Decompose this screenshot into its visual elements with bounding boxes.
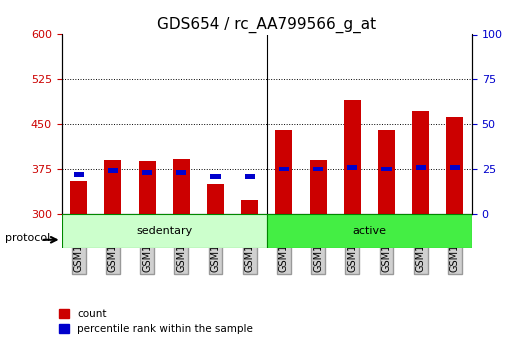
- FancyBboxPatch shape: [267, 214, 472, 248]
- Bar: [142, 170, 152, 175]
- Bar: [378, 130, 395, 214]
- Bar: [241, 200, 258, 214]
- Legend: count, percentile rank within the sample: count, percentile rank within the sample: [56, 306, 255, 336]
- Bar: [347, 165, 358, 170]
- Bar: [416, 165, 426, 170]
- Bar: [207, 184, 224, 214]
- Bar: [381, 167, 391, 171]
- Bar: [245, 174, 255, 179]
- Bar: [313, 167, 323, 171]
- Bar: [210, 174, 221, 179]
- Bar: [279, 167, 289, 171]
- Bar: [309, 160, 327, 214]
- Bar: [412, 111, 429, 214]
- Bar: [173, 159, 190, 214]
- Bar: [450, 165, 460, 170]
- Text: protocol: protocol: [5, 233, 50, 243]
- Text: active: active: [352, 226, 386, 236]
- Bar: [139, 161, 155, 214]
- Text: sedentary: sedentary: [136, 226, 192, 236]
- Bar: [176, 170, 186, 175]
- Bar: [108, 168, 118, 173]
- Bar: [344, 100, 361, 214]
- Title: GDS654 / rc_AA799566_g_at: GDS654 / rc_AA799566_g_at: [157, 17, 377, 33]
- FancyBboxPatch shape: [62, 214, 267, 248]
- Bar: [70, 181, 87, 214]
- Bar: [275, 130, 292, 214]
- Bar: [446, 117, 463, 214]
- Bar: [73, 172, 84, 177]
- Bar: [104, 160, 122, 214]
